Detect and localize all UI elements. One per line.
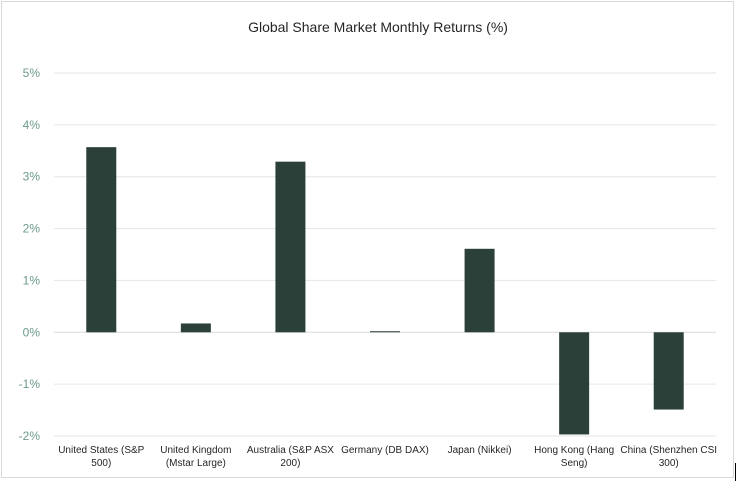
y-tick-label: -2%: [19, 429, 41, 443]
x-tick-label: Hong Kong (Hang Seng): [534, 445, 614, 469]
y-tick-label: -1%: [19, 377, 41, 391]
x-tick-label: United States (S&P 500): [58, 445, 144, 469]
x-tick-label: Australia (S&P ASX 200): [247, 445, 334, 469]
x-axis-tick-labels: United States (S&P 500) United Kingdom (Mst…: [58, 445, 717, 469]
bar: [180, 323, 211, 333]
bar: [653, 332, 684, 410]
bar: [464, 248, 495, 333]
y-tick-label: 1%: [23, 273, 41, 287]
edge-marker: [735, 463, 736, 481]
bar: [559, 332, 590, 435]
bars: [86, 147, 684, 435]
x-tick-label: Germany (DB DAX): [341, 445, 429, 456]
x-tick-label: Japan (Nikkei): [448, 445, 512, 456]
y-tick-label: 4%: [23, 118, 41, 132]
bar: [370, 331, 400, 333]
bar: [275, 161, 306, 333]
y-tick-label: 5%: [23, 66, 41, 80]
chart-title: Global Share Market Monthly Returns (%): [248, 19, 508, 35]
gridlines: [54, 72, 716, 437]
y-tick-label: 2%: [23, 222, 41, 236]
y-tick-label: 0%: [23, 325, 41, 339]
x-tick-label: United Kingdom (Mstar Large): [160, 445, 231, 469]
bar: [86, 147, 117, 333]
y-tick-label: 3%: [23, 170, 41, 184]
x-tick-label: China (Shenzhen CSI 300): [620, 445, 717, 469]
y-axis-tick-labels: 5% 4% 3% 2% 1% 0% -1% -2%: [19, 66, 41, 443]
